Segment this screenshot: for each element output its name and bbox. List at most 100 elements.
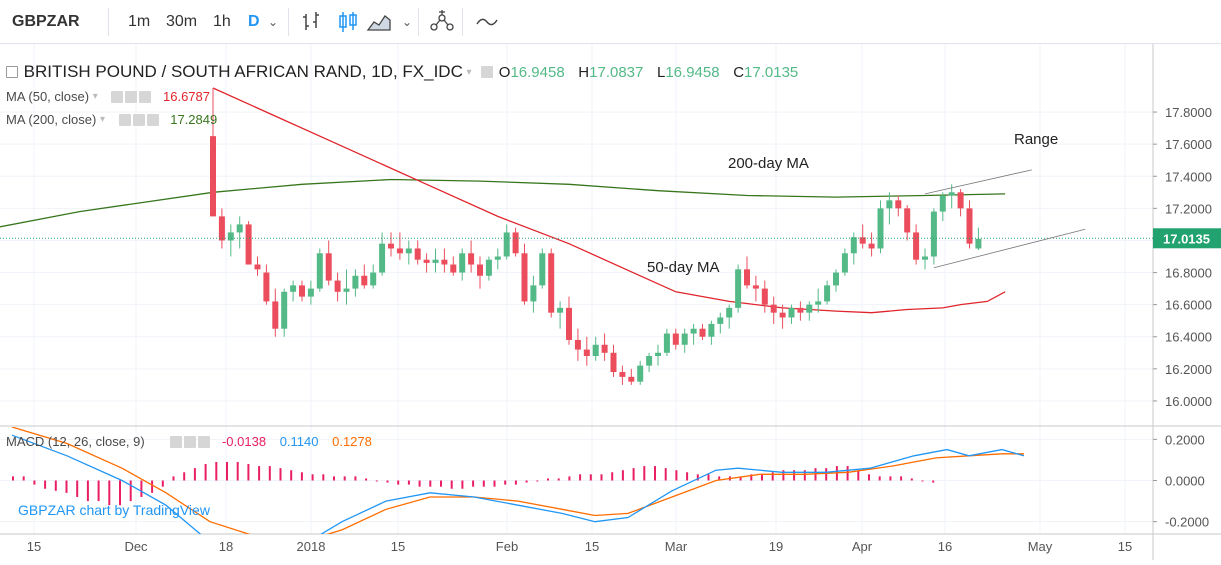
low-value: 16.9458	[665, 63, 720, 81]
interval-dropdown-icon[interactable]: ⌄	[268, 15, 279, 29]
candle-down	[512, 232, 519, 254]
time-tick-label: 15	[27, 539, 41, 554]
candle-up	[975, 238, 982, 249]
candle-down	[263, 272, 270, 302]
candle-down	[628, 376, 635, 382]
macd-hist-bar	[889, 476, 892, 481]
candle-up	[726, 307, 733, 318]
ma200-dropdown-icon[interactable]: ▾	[99, 114, 105, 126]
price-tick-label: 16.8000	[1165, 266, 1212, 281]
ma50-settings-icon[interactable]	[125, 90, 138, 103]
candle-up	[939, 195, 946, 212]
candle-up	[281, 291, 288, 329]
interval-1h-button[interactable]: 1h	[213, 13, 231, 30]
macd-hist-bar	[932, 480, 935, 483]
price-tick-label: 17.4000	[1165, 169, 1212, 184]
macd-hist-bar	[686, 472, 689, 481]
macd-hist-bar	[696, 474, 699, 481]
close-label: C	[733, 63, 745, 81]
ma200-remove-icon[interactable]	[146, 113, 159, 126]
indicators-icon	[430, 10, 454, 31]
macd-hist-bar	[108, 480, 111, 506]
candle-down	[334, 280, 341, 292]
watermark[interactable]: GBPZAR chart by TradingView	[18, 502, 210, 518]
time-tick-label: Apr	[852, 539, 873, 554]
candle-up	[236, 224, 243, 233]
macd-settings-icon[interactable]	[184, 435, 197, 448]
macd-hist-bar	[536, 480, 539, 482]
macd-hist-bar	[258, 466, 261, 481]
macd-hist-bar	[22, 476, 25, 481]
macd-hist-bar	[632, 468, 635, 481]
macd-hist-bar	[204, 464, 207, 481]
candle-down	[583, 349, 590, 356]
macd-signal-value: 0.1278	[332, 434, 372, 450]
price-tick-label: 16.2000	[1165, 362, 1212, 377]
macd-tick-label: 0.2000	[1165, 432, 1205, 447]
macd-legend: MACD (12, 26, close, 9) -0.0138 0.1140 0…	[6, 433, 372, 449]
collapse-icon[interactable]	[6, 66, 18, 78]
ohlc-bars-icon	[303, 12, 319, 30]
price-tick-label: 17.6000	[1165, 137, 1212, 152]
candle-up	[922, 256, 928, 260]
chart-type-dropdown-icon[interactable]: ⌄	[402, 15, 413, 29]
macd-hist-bar	[172, 476, 175, 481]
candle-down	[868, 243, 875, 249]
compare-button[interactable]	[428, 0, 456, 44]
macd-hist-bar	[311, 474, 314, 481]
candle-up	[557, 307, 564, 313]
range-upper-trendline	[924, 169, 1032, 195]
macd-remove-icon[interactable]	[198, 435, 211, 448]
macd-visibility-icon[interactable]	[170, 435, 183, 448]
macd-hist-bar	[846, 466, 849, 481]
ma200-visibility-icon[interactable]	[118, 113, 131, 126]
candle-up	[379, 243, 386, 273]
ma50-dropdown-icon[interactable]: ▾	[92, 91, 98, 103]
visibility-icon[interactable]	[481, 66, 494, 78]
interval-1m-button[interactable]: 1m	[128, 13, 151, 30]
time-tick-label: 15	[1118, 539, 1132, 554]
interval-30m-button[interactable]: 30m	[166, 13, 198, 30]
toolbar-divider	[418, 8, 419, 36]
bar-style-button[interactable]	[300, 0, 324, 44]
candle-up	[850, 237, 857, 254]
candle-down	[299, 285, 305, 297]
macd-hist-bar	[365, 478, 368, 481]
candle-down	[272, 301, 279, 329]
chart-canvas[interactable]: Range 200-day MA 50-day MA 17.8000 17.6000 17…	[0, 44, 1221, 560]
candle-down	[521, 253, 528, 302]
candle-down	[744, 269, 750, 286]
macd-hist-bar	[910, 478, 913, 481]
toolbar-divider	[288, 8, 289, 36]
candle-down	[245, 224, 252, 265]
high-label: H	[578, 63, 590, 81]
candle-down	[957, 192, 964, 209]
macd-hist-bar	[472, 480, 475, 487]
candles-style-button[interactable]	[336, 0, 360, 44]
macd-hist-bar	[718, 476, 721, 481]
macd-hist-bar	[183, 472, 186, 481]
chart-area[interactable]: Range 200-day MA 50-day MA 17.8000 17.6000 17…	[0, 44, 1221, 560]
ma50-visibility-icon[interactable]	[111, 90, 124, 103]
time-tick-label: Mar	[665, 539, 688, 554]
area-style-button[interactable]	[366, 0, 392, 44]
candle-up	[655, 352, 661, 356]
templates-button[interactable]	[474, 0, 500, 44]
title-dropdown-icon[interactable]: ▾	[466, 66, 472, 78]
macd-hist-bar	[621, 470, 624, 481]
macd-hist-bar	[611, 472, 614, 481]
candle-down	[361, 275, 368, 286]
macd-hist-bar	[140, 480, 143, 497]
interval-d-button[interactable]: D	[248, 13, 260, 30]
macd-hist-bar	[504, 480, 507, 485]
candle-down	[325, 253, 332, 281]
macd-hist-bar	[215, 461, 218, 481]
ma200-settings-icon[interactable]	[132, 113, 145, 126]
macd-hist-bar	[761, 474, 763, 481]
candle-up	[717, 317, 724, 324]
candle-up	[824, 285, 831, 302]
candle-up	[930, 211, 937, 257]
symbol-search[interactable]: GBPZAR	[12, 13, 80, 30]
price-tick-label: 16.4000	[1165, 330, 1212, 345]
ma50-remove-icon[interactable]	[139, 90, 152, 103]
